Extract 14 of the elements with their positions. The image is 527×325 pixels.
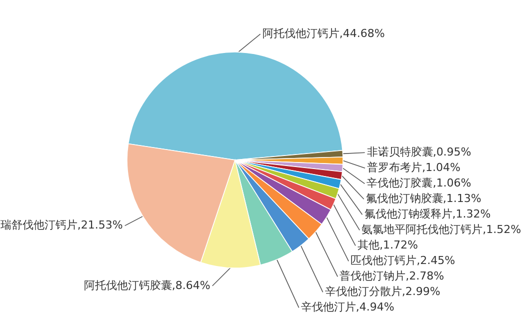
slice-label: 其他,1.72%: [358, 238, 418, 252]
slice-label: 阿托伐他汀钙胶囊,8.64%: [84, 278, 210, 292]
slice-label: 阿托伐他汀钙片,44.68%: [262, 27, 385, 40]
slice-label: 辛伐他汀分散片,2.99%: [324, 285, 440, 298]
slice-label: 氟伐他汀钠缓释片,1.32%: [364, 208, 491, 221]
slice-label: 非诺贝特胶囊,0.95%: [366, 146, 472, 159]
slice-label: 氟伐他汀钠胶囊,1.13%: [366, 192, 482, 206]
slice-label: 辛伐他汀胶囊,1.06%: [366, 176, 472, 190]
slice-label: 普伐他汀钠片,2.78%: [340, 270, 444, 283]
slice-label: 氨氯地平阿托伐他汀钙片,1.52%: [362, 223, 522, 236]
slice-label: 瑞舒伐他汀钙片,21.53%: [0, 218, 123, 232]
slice-label: 普罗布考片,1.04%: [367, 161, 460, 174]
slice-label: 辛伐他汀片,4.94%: [300, 300, 394, 314]
slice-label: 匹伐他汀钙片,2.45%: [350, 254, 456, 268]
